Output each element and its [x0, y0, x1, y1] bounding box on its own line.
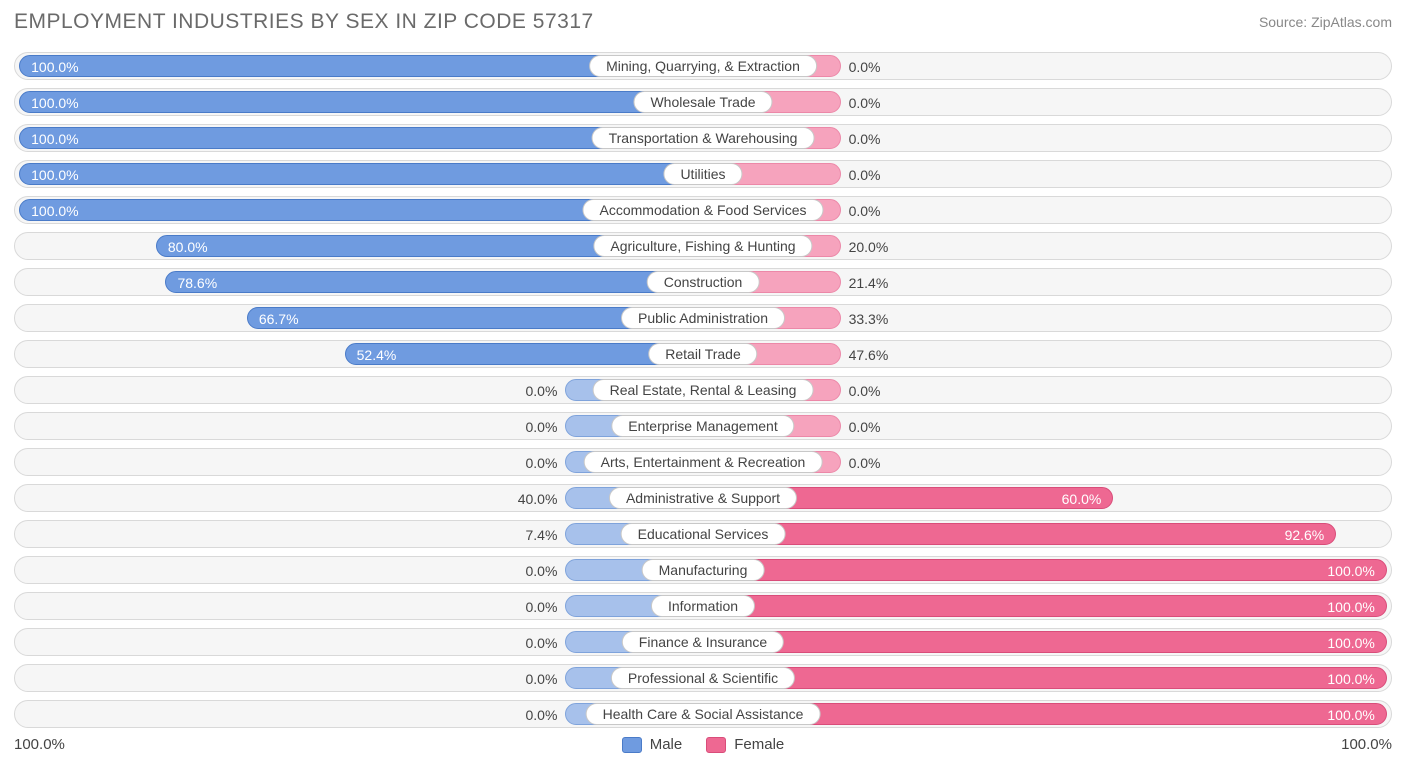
bar-row: Wholesale Trade 100.0% 0.0% — [14, 88, 1392, 116]
male-pct: 0.0% — [525, 593, 557, 621]
female-pct: 92.6% — [1285, 521, 1325, 549]
female-pct: 20.0% — [849, 233, 889, 261]
industry-label: Agriculture, Fishing & Hunting — [593, 235, 812, 257]
female-bar — [703, 595, 1387, 617]
male-pct: 0.0% — [525, 413, 557, 441]
legend: Male Female — [622, 736, 785, 753]
industry-label: Wholesale Trade — [633, 91, 772, 113]
female-bar — [703, 523, 1336, 545]
industry-label: Health Care & Social Assistance — [586, 703, 821, 725]
female-pct: 0.0% — [849, 197, 881, 225]
male-pct: 66.7% — [259, 305, 299, 333]
male-pct: 100.0% — [31, 161, 78, 189]
diverging-bar-chart: Mining, Quarrying, & Extraction 100.0% 0.0… — [14, 52, 1392, 728]
male-pct: 100.0% — [31, 89, 78, 117]
legend-item-female: Female — [706, 736, 784, 753]
female-pct: 100.0% — [1327, 701, 1374, 729]
bar-row: Accommodation & Food Services 100.0% 0.0% — [14, 196, 1392, 224]
female-pct: 0.0% — [849, 413, 881, 441]
chart-footer: 100.0% Male Female 100.0% — [14, 736, 1392, 753]
female-pct: 100.0% — [1327, 593, 1374, 621]
bar-row: Finance & Insurance 0.0% 100.0% — [14, 628, 1392, 656]
bar-row: Public Administration 66.7% 33.3% — [14, 304, 1392, 332]
industry-label: Accommodation & Food Services — [583, 199, 824, 221]
male-pct: 100.0% — [31, 197, 78, 225]
male-pct: 78.6% — [177, 269, 217, 297]
bar-row: Enterprise Management 0.0% 0.0% — [14, 412, 1392, 440]
male-pct: 7.4% — [525, 521, 557, 549]
bar-row: Educational Services 7.4% 92.6% — [14, 520, 1392, 548]
industry-label: Administrative & Support — [609, 487, 797, 509]
male-pct: 40.0% — [518, 485, 558, 513]
industry-label: Manufacturing — [642, 559, 765, 581]
industry-label: Arts, Entertainment & Recreation — [584, 451, 823, 473]
industry-label: Real Estate, Rental & Leasing — [593, 379, 814, 401]
female-pct: 0.0% — [849, 125, 881, 153]
female-pct: 21.4% — [849, 269, 889, 297]
industry-label: Enterprise Management — [611, 415, 794, 437]
female-pct: 0.0% — [849, 377, 881, 405]
bar-row: Transportation & Warehousing 100.0% 0.0% — [14, 124, 1392, 152]
legend-label-male: Male — [650, 736, 683, 753]
male-pct: 0.0% — [525, 665, 557, 693]
bar-row: Retail Trade 52.4% 47.6% — [14, 340, 1392, 368]
industry-label: Construction — [647, 271, 760, 293]
industry-label: Professional & Scientific — [611, 667, 795, 689]
bar-row: Mining, Quarrying, & Extraction 100.0% 0.0… — [14, 52, 1392, 80]
female-bar — [703, 667, 1387, 689]
female-pct: 0.0% — [849, 449, 881, 477]
female-bar — [703, 631, 1387, 653]
male-pct: 0.0% — [525, 629, 557, 657]
female-pct: 100.0% — [1327, 665, 1374, 693]
industry-label: Transportation & Warehousing — [592, 127, 815, 149]
female-pct: 0.0% — [849, 161, 881, 189]
male-pct: 100.0% — [31, 125, 78, 153]
male-pct: 0.0% — [525, 557, 557, 585]
axis-left-label: 100.0% — [14, 736, 65, 753]
bar-row: Administrative & Support 40.0% 60.0% — [14, 484, 1392, 512]
bar-row: Utilities 100.0% 0.0% — [14, 160, 1392, 188]
female-pct: 100.0% — [1327, 629, 1374, 657]
male-pct: 52.4% — [357, 341, 397, 369]
industry-label: Mining, Quarrying, & Extraction — [589, 55, 817, 77]
industry-label: Finance & Insurance — [622, 631, 784, 653]
male-pct: 0.0% — [525, 377, 557, 405]
female-pct: 0.0% — [849, 89, 881, 117]
bar-row: Construction 78.6% 21.4% — [14, 268, 1392, 296]
chart-title: EMPLOYMENT INDUSTRIES BY SEX IN ZIP CODE… — [14, 10, 594, 34]
female-bar — [703, 559, 1387, 581]
industry-label: Retail Trade — [648, 343, 757, 365]
axis-right-label: 100.0% — [1341, 736, 1392, 753]
legend-item-male: Male — [622, 736, 683, 753]
male-bar — [19, 163, 703, 185]
bar-row: Arts, Entertainment & Recreation 0.0% 0.0% — [14, 448, 1392, 476]
swatch-female — [706, 737, 726, 753]
female-pct: 100.0% — [1327, 557, 1374, 585]
bar-row: Agriculture, Fishing & Hunting 80.0% 20.0% — [14, 232, 1392, 260]
bar-row: Manufacturing 0.0% 100.0% — [14, 556, 1392, 584]
female-pct: 60.0% — [1062, 485, 1102, 513]
bar-row: Health Care & Social Assistance 0.0% 100.0… — [14, 700, 1392, 728]
female-pct: 47.6% — [849, 341, 889, 369]
bar-row: Real Estate, Rental & Leasing 0.0% 0.0% — [14, 376, 1392, 404]
male-bar — [165, 271, 703, 293]
bar-row: Information 0.0% 100.0% — [14, 592, 1392, 620]
female-pct: 0.0% — [849, 53, 881, 81]
chart-source: Source: ZipAtlas.com — [1259, 14, 1392, 30]
female-pct: 33.3% — [849, 305, 889, 333]
male-pct: 100.0% — [31, 53, 78, 81]
industry-label: Public Administration — [621, 307, 785, 329]
male-pct: 0.0% — [525, 449, 557, 477]
industry-label: Utilities — [663, 163, 742, 185]
bar-row: Professional & Scientific 0.0% 100.0% — [14, 664, 1392, 692]
industry-label: Educational Services — [621, 523, 786, 545]
male-pct: 80.0% — [168, 233, 208, 261]
swatch-male — [622, 737, 642, 753]
male-bar — [19, 91, 703, 113]
chart-header: EMPLOYMENT INDUSTRIES BY SEX IN ZIP CODE… — [14, 10, 1392, 34]
male-pct: 0.0% — [525, 701, 557, 729]
industry-label: Information — [651, 595, 755, 617]
legend-label-female: Female — [734, 736, 784, 753]
